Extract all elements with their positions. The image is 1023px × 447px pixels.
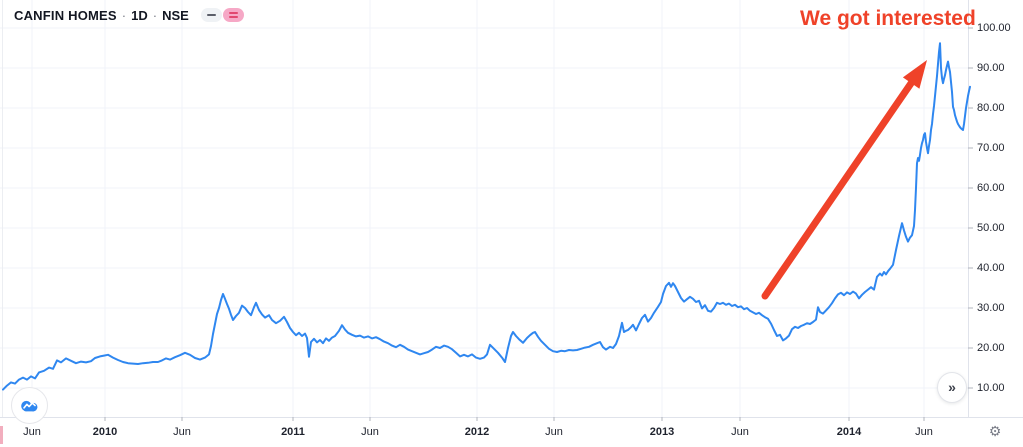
tradingview-logo[interactable] <box>11 387 48 424</box>
interval-label[interactable]: 1D <box>131 7 148 23</box>
price-axis[interactable]: 100.00 90.00 80.00 70.00 60.00 50.00 40.00 30.0… <box>968 0 1023 447</box>
x-axis-label: 2011 <box>281 426 305 438</box>
x-axis-label: 2014 <box>836 426 862 438</box>
x-axis-label: Jun <box>545 426 563 438</box>
separator-dot: · <box>152 7 158 23</box>
x-axis-label: 2012 <box>464 426 490 438</box>
annotation-text: We got interested <box>800 7 976 30</box>
y-axis-label: 100.00 <box>977 21 1011 34</box>
y-axis-label: 10.00 <box>977 381 1005 394</box>
lines-icon <box>228 12 238 14</box>
double-chevron-right-icon: » <box>948 379 956 395</box>
y-axis-label: 60.00 <box>977 181 1005 194</box>
price-chart-canvas[interactable] <box>0 0 968 417</box>
collapsed-legend-pill[interactable] <box>222 8 244 22</box>
y-axis-label: 50.00 <box>977 221 1005 234</box>
x-axis-label: Jun <box>731 426 749 438</box>
x-axis-label: 2013 <box>649 426 675 438</box>
x-axis-label: Jun <box>915 426 933 438</box>
separator-dot: · <box>121 7 127 23</box>
exchange-label[interactable]: NSE <box>162 7 189 23</box>
axis-settings-gear-icon[interactable]: ⚙ <box>988 424 1002 440</box>
y-axis-label: 90.00 <box>977 61 1005 74</box>
y-axis-label: 40.00 <box>977 261 1005 274</box>
y-axis-label: 80.00 <box>977 101 1005 114</box>
y-axis-label: 30.00 <box>977 301 1005 314</box>
x-axis-label: 2010 <box>92 426 118 438</box>
collapsed-series-pill[interactable] <box>200 8 222 22</box>
symbol-name[interactable]: CANFIN HOMES <box>14 7 117 23</box>
minus-icon <box>206 13 216 17</box>
screen-edge-artifact <box>0 426 3 444</box>
y-axis-label: 70.00 <box>977 141 1005 154</box>
tradingview-logo-icon <box>20 400 37 411</box>
lines-icon <box>228 16 238 18</box>
double-chevron-right-button[interactable]: » <box>937 372 967 403</box>
chart-legend: CANFIN HOMES · 1D · NSE <box>14 6 244 24</box>
time-axis[interactable]: Jun 2010 Jun 2011 Jun 2012 Jun 2013 Jun 2014 Jun <box>0 417 1023 447</box>
x-axis-label: Jun <box>173 426 191 438</box>
x-axis-label: Jun <box>361 426 379 438</box>
y-axis-label: 20.00 <box>977 341 1005 354</box>
x-axis-label: Jun <box>23 426 41 438</box>
